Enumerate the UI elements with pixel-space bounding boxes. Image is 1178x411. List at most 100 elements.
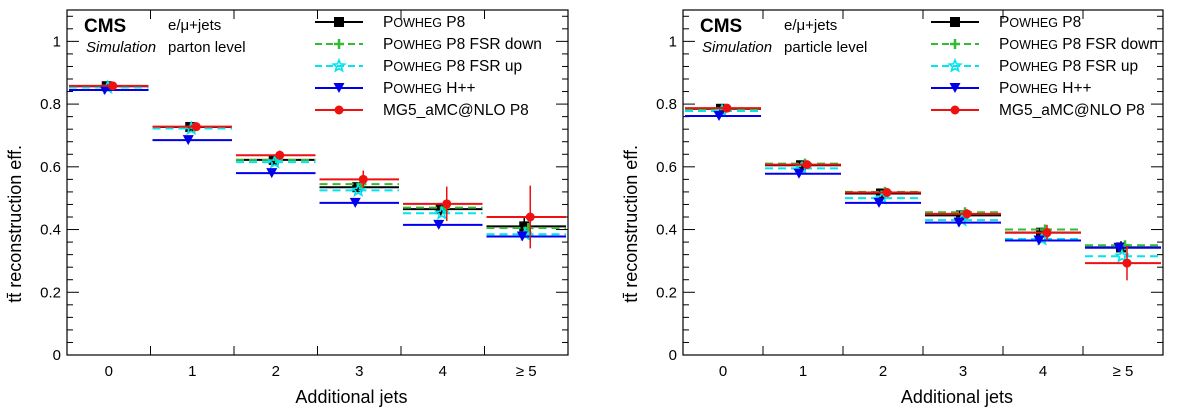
data-point <box>882 188 892 198</box>
legend-item: POWHEG P8 FSR down <box>315 36 542 53</box>
legend-label: POWHEG P8 <box>383 14 465 31</box>
legend-label: POWHEG P8 FSR up <box>999 58 1138 75</box>
channel-label: e/μ+jets <box>784 17 837 34</box>
legend-item: MG5_aMC@NLO P8 <box>315 102 529 119</box>
legend-marker <box>950 17 960 27</box>
legend-label: MG5_aMC@NLO P8 <box>999 102 1145 119</box>
x-tick-label: 2 <box>879 363 887 380</box>
simulation-label: Simulation <box>86 39 156 56</box>
series-4 <box>69 81 566 249</box>
series-4 <box>685 103 1161 281</box>
legend-label: MG5_aMC@NLO P8 <box>383 102 529 119</box>
cms-label: CMS <box>84 16 126 37</box>
y-axis-title: tt̄ reconstruction eff. <box>5 145 25 303</box>
y-tick-label: 0.6 <box>40 159 61 176</box>
x-tick-label: 0 <box>105 363 113 380</box>
y-tick-label: 1 <box>669 33 677 50</box>
y-tick-label: 0.8 <box>656 96 677 113</box>
data-point <box>713 111 725 122</box>
data-point <box>516 231 528 242</box>
legend: POWHEG P8 POWHEG P8 FSR down POWHEG P8 FSR… <box>315 14 542 119</box>
y-tick-label: 0 <box>669 347 677 364</box>
legend-item: POWHEG P8 <box>931 14 1081 31</box>
legend-label: POWHEG P8 FSR down <box>999 36 1158 53</box>
legend-item: POWHEG H++ <box>315 80 476 97</box>
level-label: particle level <box>784 39 867 56</box>
y-tick-label: 0.8 <box>40 96 61 113</box>
data-point <box>349 197 361 208</box>
panel-parton-level: 0 0.2 0.4 0.6 0.8 1 0 1 2 3 4 ≥ 5 Additional jets tt̄… <box>5 9 569 407</box>
data-point <box>358 174 368 184</box>
legend-label: POWHEG P8 FSR down <box>383 36 542 53</box>
data-point <box>1033 235 1045 246</box>
x-tick-label: 1 <box>799 363 807 380</box>
legend-marker <box>334 39 344 49</box>
channel-label: e/μ+jets <box>168 17 221 34</box>
legend-label: POWHEG H++ <box>383 80 476 97</box>
legend-marker <box>334 105 344 115</box>
x-tick-label: 1 <box>188 363 196 380</box>
data-point <box>275 150 285 160</box>
series-3 <box>685 111 1161 253</box>
data-point <box>266 153 283 169</box>
data-point <box>1042 228 1052 238</box>
y-tick-label: 0 <box>53 347 61 364</box>
x-tick-label: 0 <box>719 363 727 380</box>
legend-item: POWHEG P8 FSR up <box>931 57 1138 75</box>
simulation-label: Simulation <box>702 39 772 56</box>
legend-item: POWHEG P8 FSR up <box>315 57 522 75</box>
data-point <box>182 135 194 146</box>
y-tick-label: 0.4 <box>40 222 61 239</box>
data-point <box>873 197 885 208</box>
panel-particle-level: 0 0.2 0.4 0.6 0.8 1 0 1 2 3 4 ≥ 5 Additional jets tt̄… <box>621 9 1164 407</box>
legend-marker <box>949 83 961 93</box>
x-tick-label: ≥ 5 <box>516 363 537 380</box>
series-2 <box>685 102 1161 263</box>
legend-label: POWHEG H++ <box>999 80 1092 97</box>
data-point <box>433 219 445 230</box>
legend-marker <box>333 83 345 93</box>
legend-item: POWHEG P8 <box>315 14 465 31</box>
series-1 <box>685 104 1161 251</box>
legend-marker <box>331 57 347 73</box>
x-tick-label: 3 <box>959 363 967 380</box>
y-tick-label: 0.6 <box>656 159 677 176</box>
cms-label: CMS <box>700 16 742 37</box>
data-point <box>962 209 972 219</box>
data-point <box>802 160 812 170</box>
data-point <box>525 212 535 222</box>
y-tick-label: 0.2 <box>656 284 677 301</box>
data-point <box>1122 258 1132 268</box>
x-axis-title: Additional jets <box>295 387 407 407</box>
level-label: parton level <box>168 39 246 56</box>
experiment-label: CMS Simulation e/μ+jets parton level <box>84 16 246 56</box>
series-3 <box>69 84 566 242</box>
series-0 <box>685 103 1161 254</box>
data-point <box>793 168 805 179</box>
y-tick-label: 1 <box>53 33 61 50</box>
data-point <box>722 103 732 113</box>
legend-label: POWHEG P8 FSR up <box>383 58 522 75</box>
legend-marker <box>947 57 963 73</box>
experiment-label: CMS Simulation e/μ+jets particle level <box>700 16 867 56</box>
x-tick-label: 2 <box>272 363 280 380</box>
x-tick-label: 4 <box>1039 363 1047 380</box>
y-tick-label: 0.2 <box>40 284 61 301</box>
data-point <box>442 199 452 209</box>
data-point <box>953 217 965 228</box>
y-axis-title: tt̄ reconstruction eff. <box>621 145 641 303</box>
legend-marker <box>950 39 960 49</box>
data-point <box>519 221 530 232</box>
data-point <box>191 122 201 132</box>
data-point <box>1113 242 1125 253</box>
data-point <box>108 81 118 91</box>
data-point <box>350 182 367 197</box>
x-tick-label: 3 <box>355 363 363 380</box>
legend-item: POWHEG P8 FSR down <box>931 36 1158 53</box>
x-axis-title: Additional jets <box>901 387 1013 407</box>
legend-label: POWHEG P8 <box>999 14 1081 31</box>
legend-item: MG5_aMC@NLO P8 <box>931 102 1145 119</box>
x-tick-label: ≥ 5 <box>1113 363 1134 380</box>
x-tick-label: 4 <box>439 363 447 380</box>
